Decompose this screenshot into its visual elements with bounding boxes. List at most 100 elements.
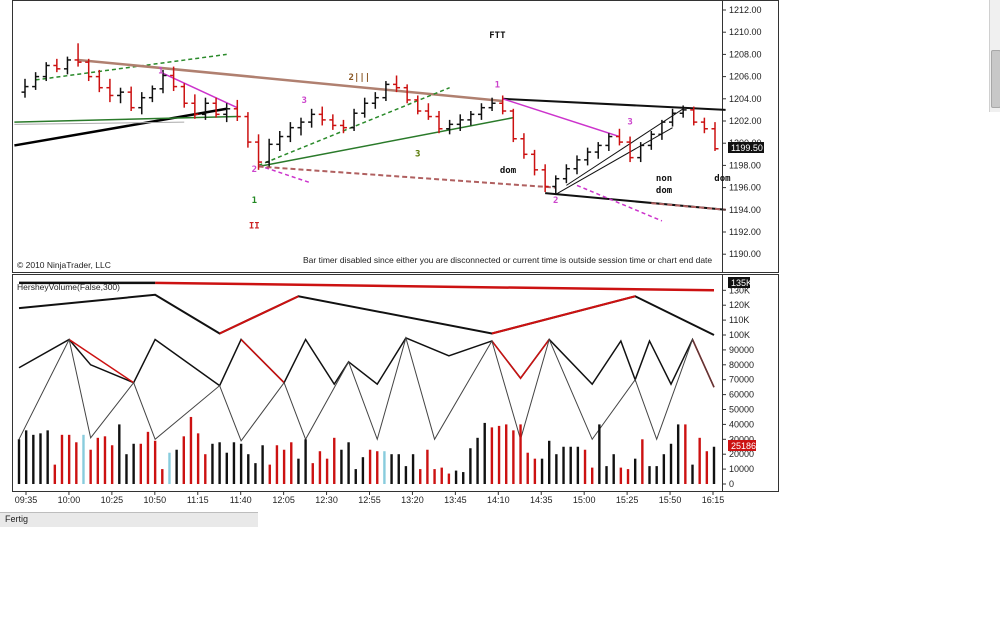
time-tick-label: 13:20	[401, 495, 424, 505]
price-tick-label: 1198.00	[729, 160, 761, 170]
price-bar	[424, 103, 432, 120]
top-value-tag-box	[728, 277, 750, 288]
top-value-tag-text: 135K	[731, 278, 752, 288]
volume-bar	[211, 443, 214, 484]
price-bar	[63, 56, 71, 75]
volume-axis: 130K 120K 110K 100K 90000 80000 70000 60000 5000…	[722, 285, 754, 489]
volume-bar	[254, 463, 257, 484]
price-bar	[531, 149, 539, 176]
volume-bar	[490, 427, 494, 484]
volume-bar	[440, 467, 443, 484]
vertical-scrollbar[interactable]	[989, 0, 1000, 112]
price-bar	[265, 138, 273, 167]
chart-annotation: II	[249, 222, 260, 232]
volume-bar	[218, 442, 221, 484]
chart-annotation: 3	[301, 96, 306, 106]
status-text: Fertig	[5, 514, 29, 524]
volume-bar	[146, 431, 150, 484]
volume-wave-mid-red-3	[491, 339, 550, 380]
volume-tick-label: 110K	[729, 315, 749, 325]
price-bar	[520, 133, 528, 159]
volume-bar	[555, 454, 558, 484]
scrollbar-thumb[interactable]	[991, 50, 1000, 108]
volume-bar	[182, 436, 185, 484]
status-bar: Fertig	[0, 512, 258, 527]
volume-bar	[691, 464, 694, 484]
volume-tick-label: 100K	[729, 330, 750, 340]
price-bar	[85, 58, 93, 82]
volume-bar	[347, 442, 350, 484]
price-tick-label: 1192.00	[729, 227, 761, 237]
price-tick-label: 1208.00	[729, 49, 762, 59]
price-bar	[615, 128, 623, 146]
volume-bar	[340, 449, 343, 484]
volume-bar	[153, 440, 157, 484]
volume-wave-mid-black	[18, 337, 715, 388]
price-tick-label: 1204.00	[729, 94, 762, 104]
trendline-green-dashed	[35, 53, 227, 81]
volume-bar	[311, 463, 314, 484]
volume-bar	[411, 454, 415, 484]
price-bar	[138, 92, 146, 115]
volume-bar	[32, 434, 35, 484]
volume-tick-label: 90000	[729, 345, 754, 355]
price-bar	[584, 147, 592, 166]
price-bar	[21, 78, 29, 98]
volume-bar	[476, 437, 479, 484]
price-bar	[679, 105, 687, 118]
price-bar	[552, 175, 560, 195]
price-bar	[191, 94, 199, 119]
price-bar	[700, 117, 708, 134]
volume-bar	[247, 454, 250, 484]
price-tick-label: 1194.00	[729, 205, 761, 215]
trendline-green	[14, 115, 238, 123]
price-bar	[446, 119, 454, 135]
volume-bar	[290, 442, 293, 484]
volume-bar	[168, 452, 171, 484]
price-panel-frame	[12, 0, 779, 273]
time-tick-label: 12:30	[315, 495, 338, 505]
price-bar	[170, 66, 178, 92]
price-bar	[74, 43, 82, 67]
volume-bar	[132, 443, 135, 484]
price-bar	[329, 114, 337, 130]
volume-bar	[641, 439, 644, 484]
volume-bar	[454, 470, 458, 484]
price-bars	[21, 43, 719, 195]
price-bar	[467, 111, 475, 126]
price-bar	[637, 142, 645, 163]
volume-bar	[684, 424, 687, 484]
volume-bar	[533, 458, 537, 484]
time-tick-label: 12:55	[358, 495, 381, 505]
volume-bar	[103, 436, 107, 484]
chart-annotation: dom	[500, 166, 517, 176]
volume-bar	[60, 434, 64, 484]
volume-bar	[333, 437, 336, 484]
volume-tick-label: 70000	[729, 375, 754, 385]
chart-annotation: 2	[252, 165, 257, 175]
volume-bar	[67, 434, 71, 484]
price-bar	[180, 83, 188, 108]
volume-bar	[39, 433, 42, 484]
trendline-red-dashed	[258, 165, 556, 189]
price-bar	[201, 97, 209, 120]
trendline-black	[14, 107, 227, 147]
volume-bar	[562, 446, 565, 484]
time-tick-label: 14:35	[530, 495, 553, 505]
chart-annotation: 1	[158, 66, 163, 76]
volume-bar	[125, 454, 128, 484]
volume-bar	[626, 469, 630, 484]
volume-tick-label: 10000	[729, 464, 754, 474]
volume-wave-red-segment-2	[491, 295, 636, 335]
trendline-magenta-dashed	[258, 164, 312, 184]
price-drawing-tools	[14, 53, 726, 222]
volume-bar	[590, 467, 594, 484]
volume-bar	[433, 469, 436, 484]
price-bar	[159, 69, 167, 94]
volume-bar	[404, 466, 408, 484]
volume-bar	[712, 446, 716, 484]
volume-bar	[633, 458, 637, 484]
volume-bar	[505, 424, 508, 484]
volume-bar	[196, 433, 200, 484]
